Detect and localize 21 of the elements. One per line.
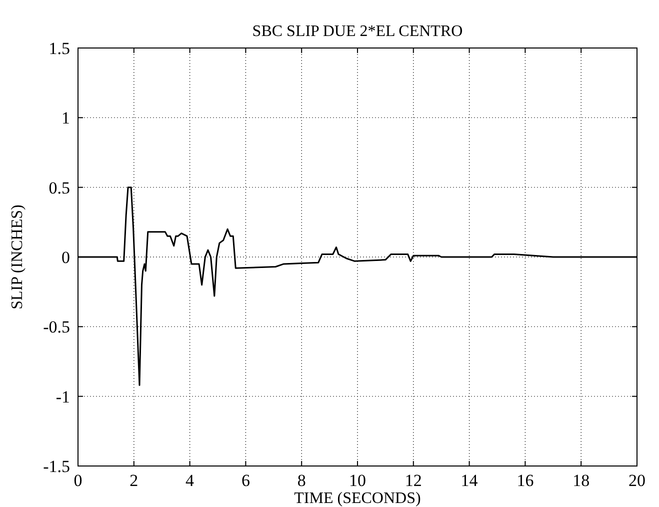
y-tick-label: -1.5 [43, 457, 70, 476]
y-axis-title: SLIP (INCHES) [9, 204, 26, 310]
y-tick-label: -0.5 [43, 318, 70, 337]
y-tick-label: 0 [62, 248, 70, 267]
y-tick-label: 0.5 [48, 178, 70, 198]
x-tick-label: 4 [186, 471, 195, 490]
x-tick-label: 10 [349, 471, 366, 490]
x-tick-label: 16 [516, 471, 534, 490]
y-tick-label: 1.5 [48, 39, 70, 58]
x-tick-label: 6 [241, 471, 250, 490]
chart-title: SBC SLIP DUE 2*EL CENTRO [252, 23, 463, 40]
x-tick-label: 12 [404, 471, 422, 490]
y-tick-label: 1 [62, 108, 70, 128]
x-axis-title: TIME (SECONDS) [294, 490, 421, 507]
x-tick-label: 0 [74, 471, 82, 490]
x-tick-label: 8 [297, 471, 306, 490]
x-tick-label: 18 [572, 471, 590, 490]
x-tick-label: 2 [130, 471, 138, 490]
x-tick-label: 14 [460, 471, 478, 490]
x-tick-label: 20 [628, 471, 646, 490]
y-tick-label: -1 [56, 387, 70, 406]
